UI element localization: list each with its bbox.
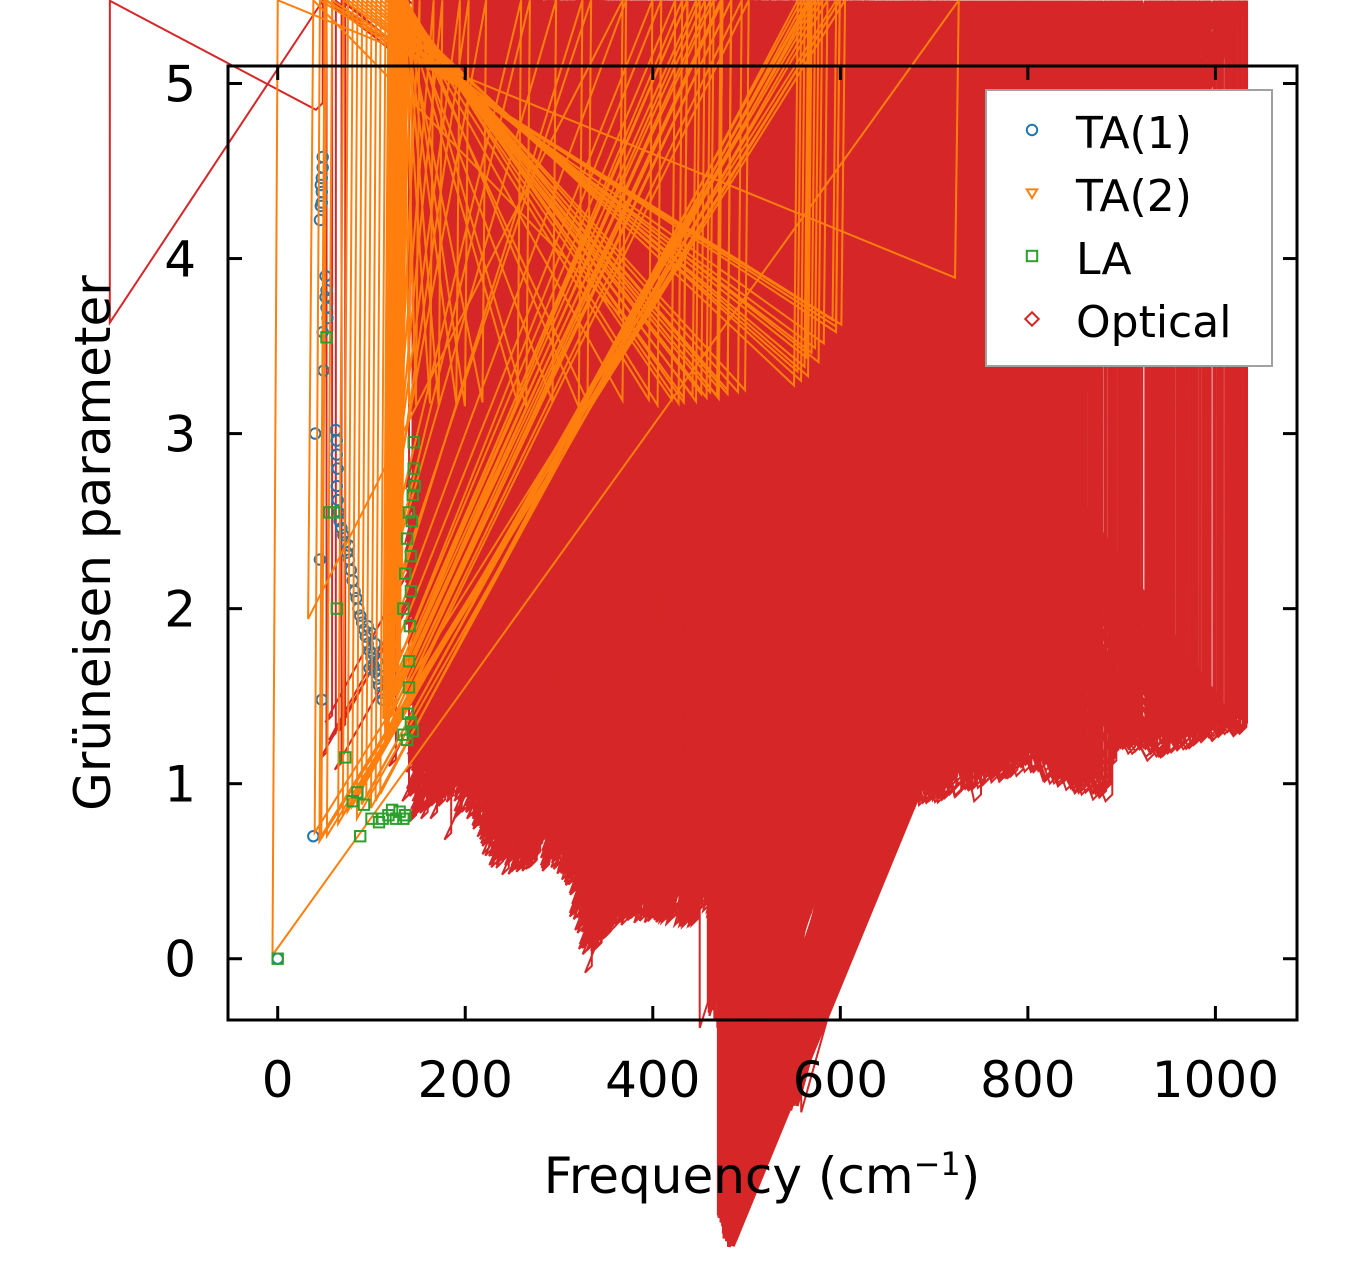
data-point (339, 751, 352, 764)
data-point (372, 816, 386, 829)
y-tick-label: 1 (164, 756, 196, 814)
data-point (330, 434, 343, 447)
legend-label-la: LA (1076, 234, 1132, 285)
legend-label-optical: Optical (1076, 297, 1231, 348)
data-point (330, 602, 344, 615)
legend-label-ta1: TA(1) (1075, 108, 1192, 159)
data-marks (108, 0, 1249, 1248)
data-point (365, 0, 803, 799)
data-point (385, 803, 399, 817)
data-point (404, 716, 418, 729)
data-point (330, 448, 343, 461)
axis-ticks (228, 66, 1297, 1020)
data-point (313, 553, 327, 566)
data-point (384, 0, 750, 746)
data-point (370, 0, 813, 809)
data-point (309, 427, 322, 440)
data-point (584, 0, 974, 974)
data-point (354, 609, 367, 622)
data-point (404, 549, 418, 563)
legend-marker (1025, 249, 1039, 263)
data-point (363, 662, 376, 675)
data-point (405, 514, 419, 528)
legend-box (985, 89, 1273, 367)
data-point (320, 331, 333, 344)
data-point (337, 0, 829, 828)
x-tick-label: 1000 (1152, 1051, 1279, 1109)
series-la (271, 331, 421, 965)
data-point (403, 619, 417, 633)
data-point (318, 0, 847, 845)
data-point (374, 0, 806, 802)
legend-marker (1025, 188, 1039, 201)
data-point (407, 436, 420, 449)
data-point (407, 462, 420, 475)
legend-marker (1025, 123, 1039, 137)
data-point (397, 728, 410, 741)
y-axis-label: Grüneisen parameter (64, 275, 122, 811)
data-point (399, 567, 412, 580)
data-point (402, 506, 416, 519)
data-point (443, 0, 841, 841)
legend-label-ta2: TA(2) (1075, 171, 1192, 222)
data-point (392, 0, 724, 720)
x-tick-label: 400 (605, 1051, 700, 1109)
data-point (408, 479, 421, 493)
data-point (108, 0, 324, 327)
data-point (271, 0, 960, 959)
data-point (331, 493, 344, 507)
data-point (396, 0, 689, 685)
legend: TA(1) TA(2) LA Optical (985, 89, 1273, 367)
data-point (400, 0, 584, 580)
data-point (826, 0, 908, 907)
y-tick-label: 0 (164, 931, 196, 989)
x-axis-label: Frequency (cm−1) (544, 1145, 981, 1205)
data-point (357, 798, 371, 811)
data-point (406, 725, 419, 738)
data-point (355, 0, 824, 823)
data-point (325, 0, 841, 840)
x-tick-label: 200 (418, 1051, 513, 1109)
data-point (402, 655, 416, 668)
data-point (385, 0, 743, 739)
data-point (401, 707, 415, 720)
data-point (327, 506, 341, 519)
data-point (307, 830, 320, 843)
data-point (271, 952, 284, 965)
axes-frame (226, 64, 1299, 1022)
data-point (354, 830, 367, 843)
y-tick-label: 4 (164, 231, 196, 289)
y-tick-label: 5 (164, 56, 196, 114)
data-point (406, 488, 419, 502)
data-point (351, 786, 364, 799)
data-point (389, 812, 403, 825)
data-point (397, 602, 410, 615)
data-point (387, 0, 733, 728)
x-tick-label: 0 (262, 1051, 294, 1109)
data-point (400, 532, 414, 545)
data-point (404, 584, 418, 598)
x-tick-label: 600 (793, 1051, 888, 1109)
tick-labels: 0 200 400 600 800 1000 0 1 2 3 4 5 (164, 56, 1279, 1109)
data-point (402, 681, 416, 694)
y-tick-label: 3 (164, 406, 196, 464)
data-point (330, 479, 343, 493)
data-point (331, 462, 344, 475)
data-point (320, 283, 333, 297)
y-tick-label: 2 (164, 581, 196, 639)
data-point (399, 809, 412, 822)
data-point (271, 952, 284, 965)
series-ta2 (271, 0, 960, 959)
data-point (335, 521, 348, 535)
legend-marker (1023, 310, 1041, 328)
data-point (315, 196, 328, 209)
data-point (397, 812, 410, 825)
x-tick-label: 800 (980, 1051, 1075, 1109)
